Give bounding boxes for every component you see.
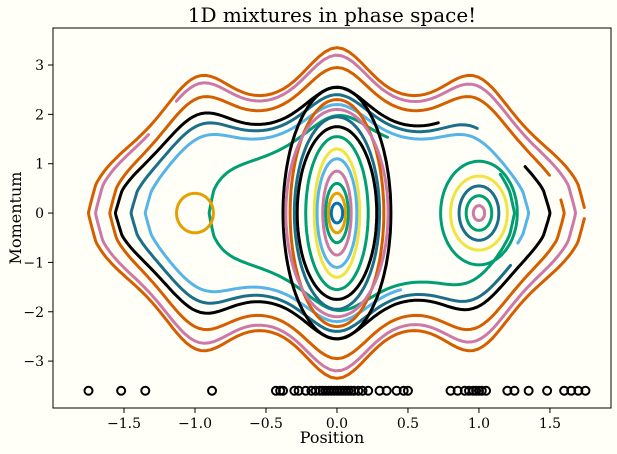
x-axis-label: Position [300, 428, 365, 447]
y-tick-label: 1 [35, 157, 44, 173]
sample-point [509, 385, 520, 396]
sample-point [289, 385, 300, 396]
x-tick-label: 1.5 [539, 416, 561, 432]
sample-point [207, 385, 218, 396]
sample-point [353, 385, 364, 396]
x-tick-label: −1.5 [107, 416, 141, 432]
sample-point [363, 385, 374, 396]
orbit-curve [321, 169, 353, 257]
y-tick-label: 2 [35, 107, 44, 123]
orbit-curve [292, 115, 382, 311]
chart-marks [83, 46, 591, 396]
sample-point [542, 385, 553, 396]
y-tick-label: 3 [35, 58, 44, 74]
orbit-curve [94, 53, 578, 373]
orbit-curve [315, 157, 359, 269]
orbit-curve [114, 85, 552, 341]
orbit-curve [324, 182, 350, 245]
sample-point [402, 385, 413, 396]
y-tick-label: 0 [35, 206, 44, 222]
sample-point [357, 385, 368, 396]
sample-point [140, 385, 151, 396]
orbit-curve [464, 194, 494, 232]
sample-point [116, 385, 127, 396]
y-axis-ticks: −3 −2 −1 0 1 2 3 [23, 58, 53, 370]
y-tick-label: −2 [23, 305, 44, 321]
x-tick-label: 0.5 [397, 416, 419, 432]
sample-point [523, 385, 534, 396]
orbit-curve [471, 204, 487, 222]
y-axis-label: Momentum [6, 172, 25, 265]
orbit-curve [295, 125, 379, 301]
sample-point [83, 385, 94, 396]
x-axis-ticks: −1.5 −1.0 −0.5 0.0 0.5 1.0 1.5 [107, 408, 561, 432]
orbit-curve [449, 174, 509, 252]
orbit-curve [312, 147, 362, 279]
orbit-curve [457, 184, 501, 242]
orbit-curve [87, 46, 586, 380]
orbit-curve [174, 191, 215, 235]
orbit-curve [108, 65, 566, 361]
sample-point [381, 385, 392, 396]
orbit-curve [143, 102, 531, 324]
x-tick-label: 1.0 [468, 416, 490, 432]
orbit-curve [288, 98, 386, 329]
orbit-curve [327, 191, 347, 235]
orbit-curve [284, 107, 390, 319]
orbit-curve [304, 135, 370, 292]
x-tick-label: 0.0 [326, 416, 348, 432]
orbit-curve [207, 113, 517, 313]
sample-point [278, 385, 289, 396]
sample-point [300, 385, 311, 396]
y-tick-label: −3 [23, 354, 44, 370]
orbit-curve [281, 85, 393, 341]
sample-point [481, 385, 492, 396]
x-tick-label: −0.5 [249, 416, 283, 432]
x-tick-label: −1.0 [178, 416, 212, 432]
sample-point [398, 385, 409, 396]
sample-point [476, 385, 487, 396]
chart-title: 1D mixtures in phase space! [188, 3, 476, 27]
sample-point [580, 385, 591, 396]
orbit-curve [329, 201, 345, 225]
y-tick-label: −1 [23, 255, 44, 271]
orbit-curve [129, 93, 512, 333]
orbit-curve [439, 159, 519, 267]
